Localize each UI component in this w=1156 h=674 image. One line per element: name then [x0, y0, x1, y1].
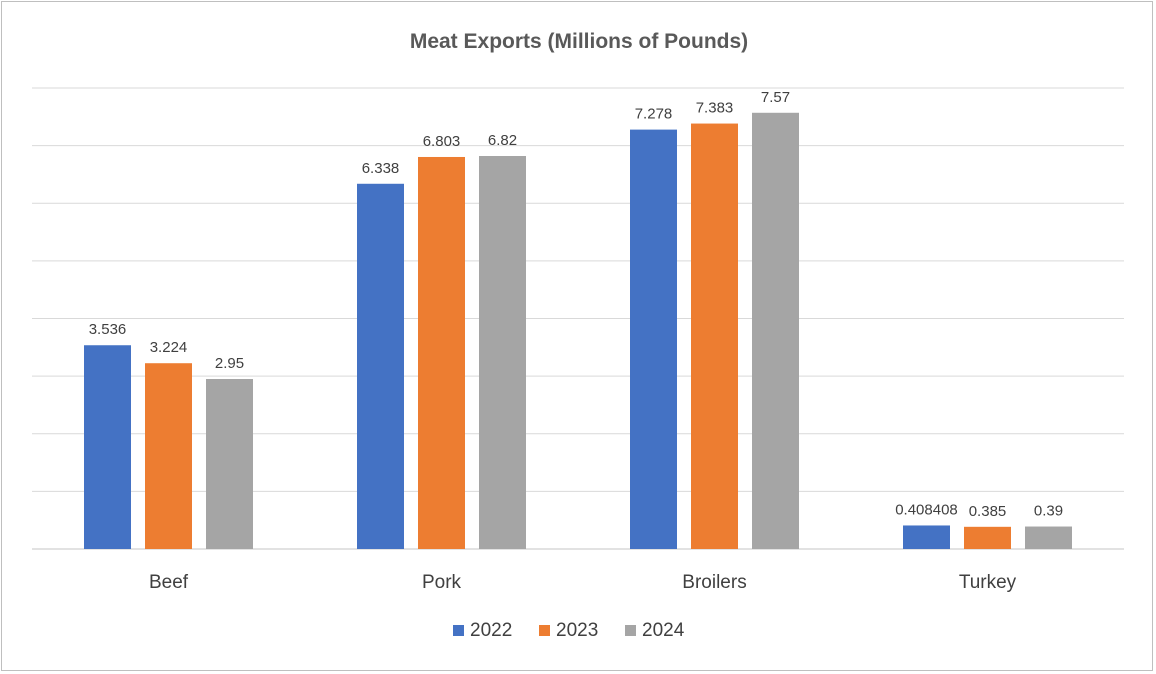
bar-broilers-2023[interactable] — [691, 123, 738, 549]
chart-title: Meat Exports (Millions of Pounds) — [410, 30, 748, 53]
data-label-beef-2023: 3.224 — [150, 339, 188, 356]
legend[interactable]: 2022 2023 2024 — [453, 620, 685, 641]
legend-swatch-2022 — [453, 625, 464, 636]
bar-turkey-2022[interactable] — [903, 525, 950, 549]
category-axis: Beef Pork Broilers Turkey — [149, 572, 1017, 593]
legend-swatch-2023 — [539, 625, 550, 636]
bar-beef-2023[interactable] — [145, 363, 192, 549]
data-label-broilers-2022: 7.278 — [635, 106, 673, 123]
category-label-pork: Pork — [422, 572, 462, 593]
data-label-pork-2023: 6.803 — [423, 133, 461, 150]
data-label-turkey-2022: 0.408408 — [895, 501, 958, 518]
data-label-turkey-2024: 0.39 — [1034, 503, 1063, 520]
category-label-beef: Beef — [149, 572, 189, 593]
bars — [84, 112, 1072, 550]
bar-pork-2022[interactable] — [357, 183, 404, 549]
category-label-turkey: Turkey — [959, 572, 1017, 593]
bar-beef-2022[interactable] — [84, 345, 131, 549]
data-label-turkey-2023: 0.385 — [969, 503, 1007, 520]
bar-turkey-2024[interactable] — [1025, 526, 1072, 549]
category-label-broilers: Broilers — [682, 572, 746, 593]
legend-swatch-2024 — [625, 625, 636, 636]
bar-pork-2024[interactable] — [479, 155, 526, 549]
data-label-broilers-2024: 7.57 — [761, 89, 790, 106]
legend-label-2022[interactable]: 2022 — [470, 620, 512, 641]
gridlines — [32, 87, 1124, 550]
bar-broilers-2024[interactable] — [752, 112, 799, 549]
data-label-pork-2022: 6.338 — [362, 160, 400, 177]
bar-beef-2024[interactable] — [206, 379, 253, 549]
data-label-beef-2024: 2.95 — [215, 355, 244, 372]
data-labels: 3.536 3.224 2.95 6.338 6.803 6.82 7.278 7.383 7.… — [89, 89, 1063, 520]
data-label-beef-2022: 3.536 — [89, 321, 127, 338]
bar-turkey-2023[interactable] — [964, 526, 1011, 549]
bar-broilers-2022[interactable] — [630, 129, 677, 549]
legend-label-2023[interactable]: 2023 — [556, 620, 598, 641]
bar-pork-2023[interactable] — [418, 156, 465, 550]
data-label-pork-2024: 6.82 — [488, 132, 517, 149]
data-label-broilers-2023: 7.383 — [696, 100, 734, 117]
legend-label-2024[interactable]: 2024 — [642, 620, 685, 641]
